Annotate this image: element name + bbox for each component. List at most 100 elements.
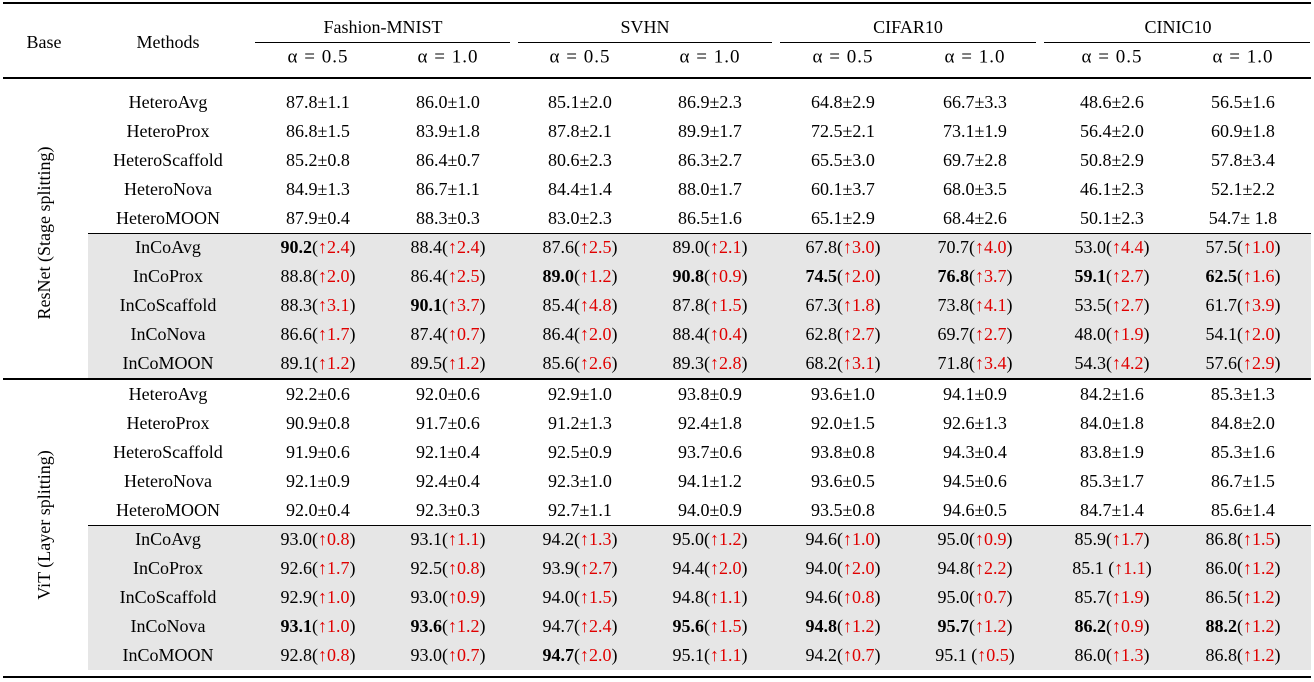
cell: 94.7(↑2.0) [543,646,618,664]
paren: ( [704,587,710,607]
cell-value: 89.9±1.7 [678,121,742,141]
cell: 69.7(↑2.7) [938,325,1013,343]
paren: ) [1274,587,1281,607]
paren: ( [312,645,318,665]
cell: 71.8(↑3.4) [938,354,1013,372]
cell: 93.1(↑1.1) [411,530,486,548]
paren: ( [837,645,843,665]
cell: 94.2(↑0.7) [806,646,881,664]
cell: 90.2(↑2.4) [281,238,356,256]
paren: ( [969,266,975,286]
paren: ) [611,295,618,315]
cell: 86.4(↑2.5) [411,267,486,285]
gain: ↑1.2 [710,529,742,549]
gain: ↑1.1 [710,587,742,607]
gain: ↑0.9 [975,529,1007,549]
paren: ( [837,324,843,344]
cell-value: 94.7 [542,645,575,665]
cell-value: 92.1±0.4 [416,442,480,462]
paren: ( [704,616,710,636]
cell-value: 84.4±1.4 [548,179,612,199]
method-name: InCoProx [132,266,204,286]
cell: 85.4(↑4.8) [543,296,618,314]
gain: ↑1.0 [1243,237,1275,257]
gain: ↑4.8 [580,295,612,315]
gain: ↑0.9 [448,587,480,607]
cell-value: 92.0±0.6 [416,384,480,404]
rule [3,2,1311,4]
cell: 93.9(↑2.7) [543,559,618,577]
cell: 85.9(↑1.7) [1075,530,1150,548]
paren: ) [1274,616,1281,636]
gain: ↑2.0 [1243,324,1275,344]
paren: ( [312,558,318,578]
cell: 59.1(↑2.7) [1075,267,1150,285]
paren: ) [1143,295,1150,315]
cell-value: 60.1±3.7 [811,179,875,199]
paren: ( [837,558,843,578]
gain: ↑2.0 [843,266,875,286]
paren: ( [837,237,843,257]
header-base: Base [26,32,62,52]
cell-value: 86.0 [1074,645,1107,665]
base-label: ResNet (Stage splitting) [34,146,54,319]
gain: ↑1.2 [1243,558,1275,578]
alpha-header: α = 0.5 [549,46,611,68]
paren: ) [1143,587,1150,607]
paren: ) [1143,237,1150,257]
cell-value: 68.0±3.5 [943,179,1007,199]
cell: 95.0(↑0.9) [938,530,1013,548]
paren: ) [1274,645,1281,665]
cell-value: 65.1±2.9 [811,208,875,228]
cell-value: 94.0 [805,558,838,578]
paren: ( [704,558,710,578]
cell-value: 84.8±2.0 [1211,413,1275,433]
cell-value: 92.2±0.6 [286,384,350,404]
cell-value: 67.3 [805,295,838,315]
paren: ( [969,353,975,373]
cell-value: 94.2 [805,645,838,665]
paren: ( [1237,295,1243,315]
gain: ↑4.2 [1112,353,1144,373]
cell: 93.0(↑0.8) [281,530,356,548]
gain: ↑1.9 [1112,587,1144,607]
paren: ( [312,529,318,549]
paren: ) [611,587,618,607]
method-name: HeteroNova [124,471,212,491]
gain: ↑0.7 [843,645,875,665]
paren: ( [1103,558,1115,578]
gain: ↑1.9 [1112,324,1144,344]
paren: ) [741,237,748,257]
gain: ↑1.2 [1243,645,1275,665]
cell-value: 93.8±0.8 [811,442,875,462]
cell-value: 93.6±1.0 [811,384,875,404]
cell-value: 86.6 [280,324,313,344]
paren: ) [1006,529,1013,549]
cell-value: 53.0 [1074,237,1107,257]
cell-value: 92.5 [410,558,443,578]
method-name: InCoMOON [122,645,214,665]
cell-value: 83.0±2.3 [548,208,612,228]
paren: ) [1143,266,1150,286]
gain: ↑3.4 [975,353,1007,373]
cell-value: 89.0 [672,237,705,257]
paren: ( [312,587,318,607]
paren: ) [1143,353,1150,373]
paren: ( [969,587,975,607]
cell: 57.6(↑2.9) [1206,354,1281,372]
cell: 74.5(↑2.0) [806,267,881,285]
cell-value: 80.6±2.3 [548,150,612,170]
paren: ) [1274,266,1281,286]
cell-value: 86.8 [1205,645,1238,665]
paren: ( [704,645,710,665]
cell-value: 88.3±0.3 [416,208,480,228]
cell-value: 86.4 [410,266,443,286]
paren: ) [1006,237,1013,257]
rule [3,77,1311,79]
paren: ( [442,587,448,607]
cell: 92.6(↑1.7) [281,559,356,577]
gain: ↑1.3 [1112,645,1144,665]
gain: ↑1.3 [580,529,612,549]
method-name: InCoAvg [135,237,201,257]
alpha-header: α = 1.0 [417,46,479,68]
